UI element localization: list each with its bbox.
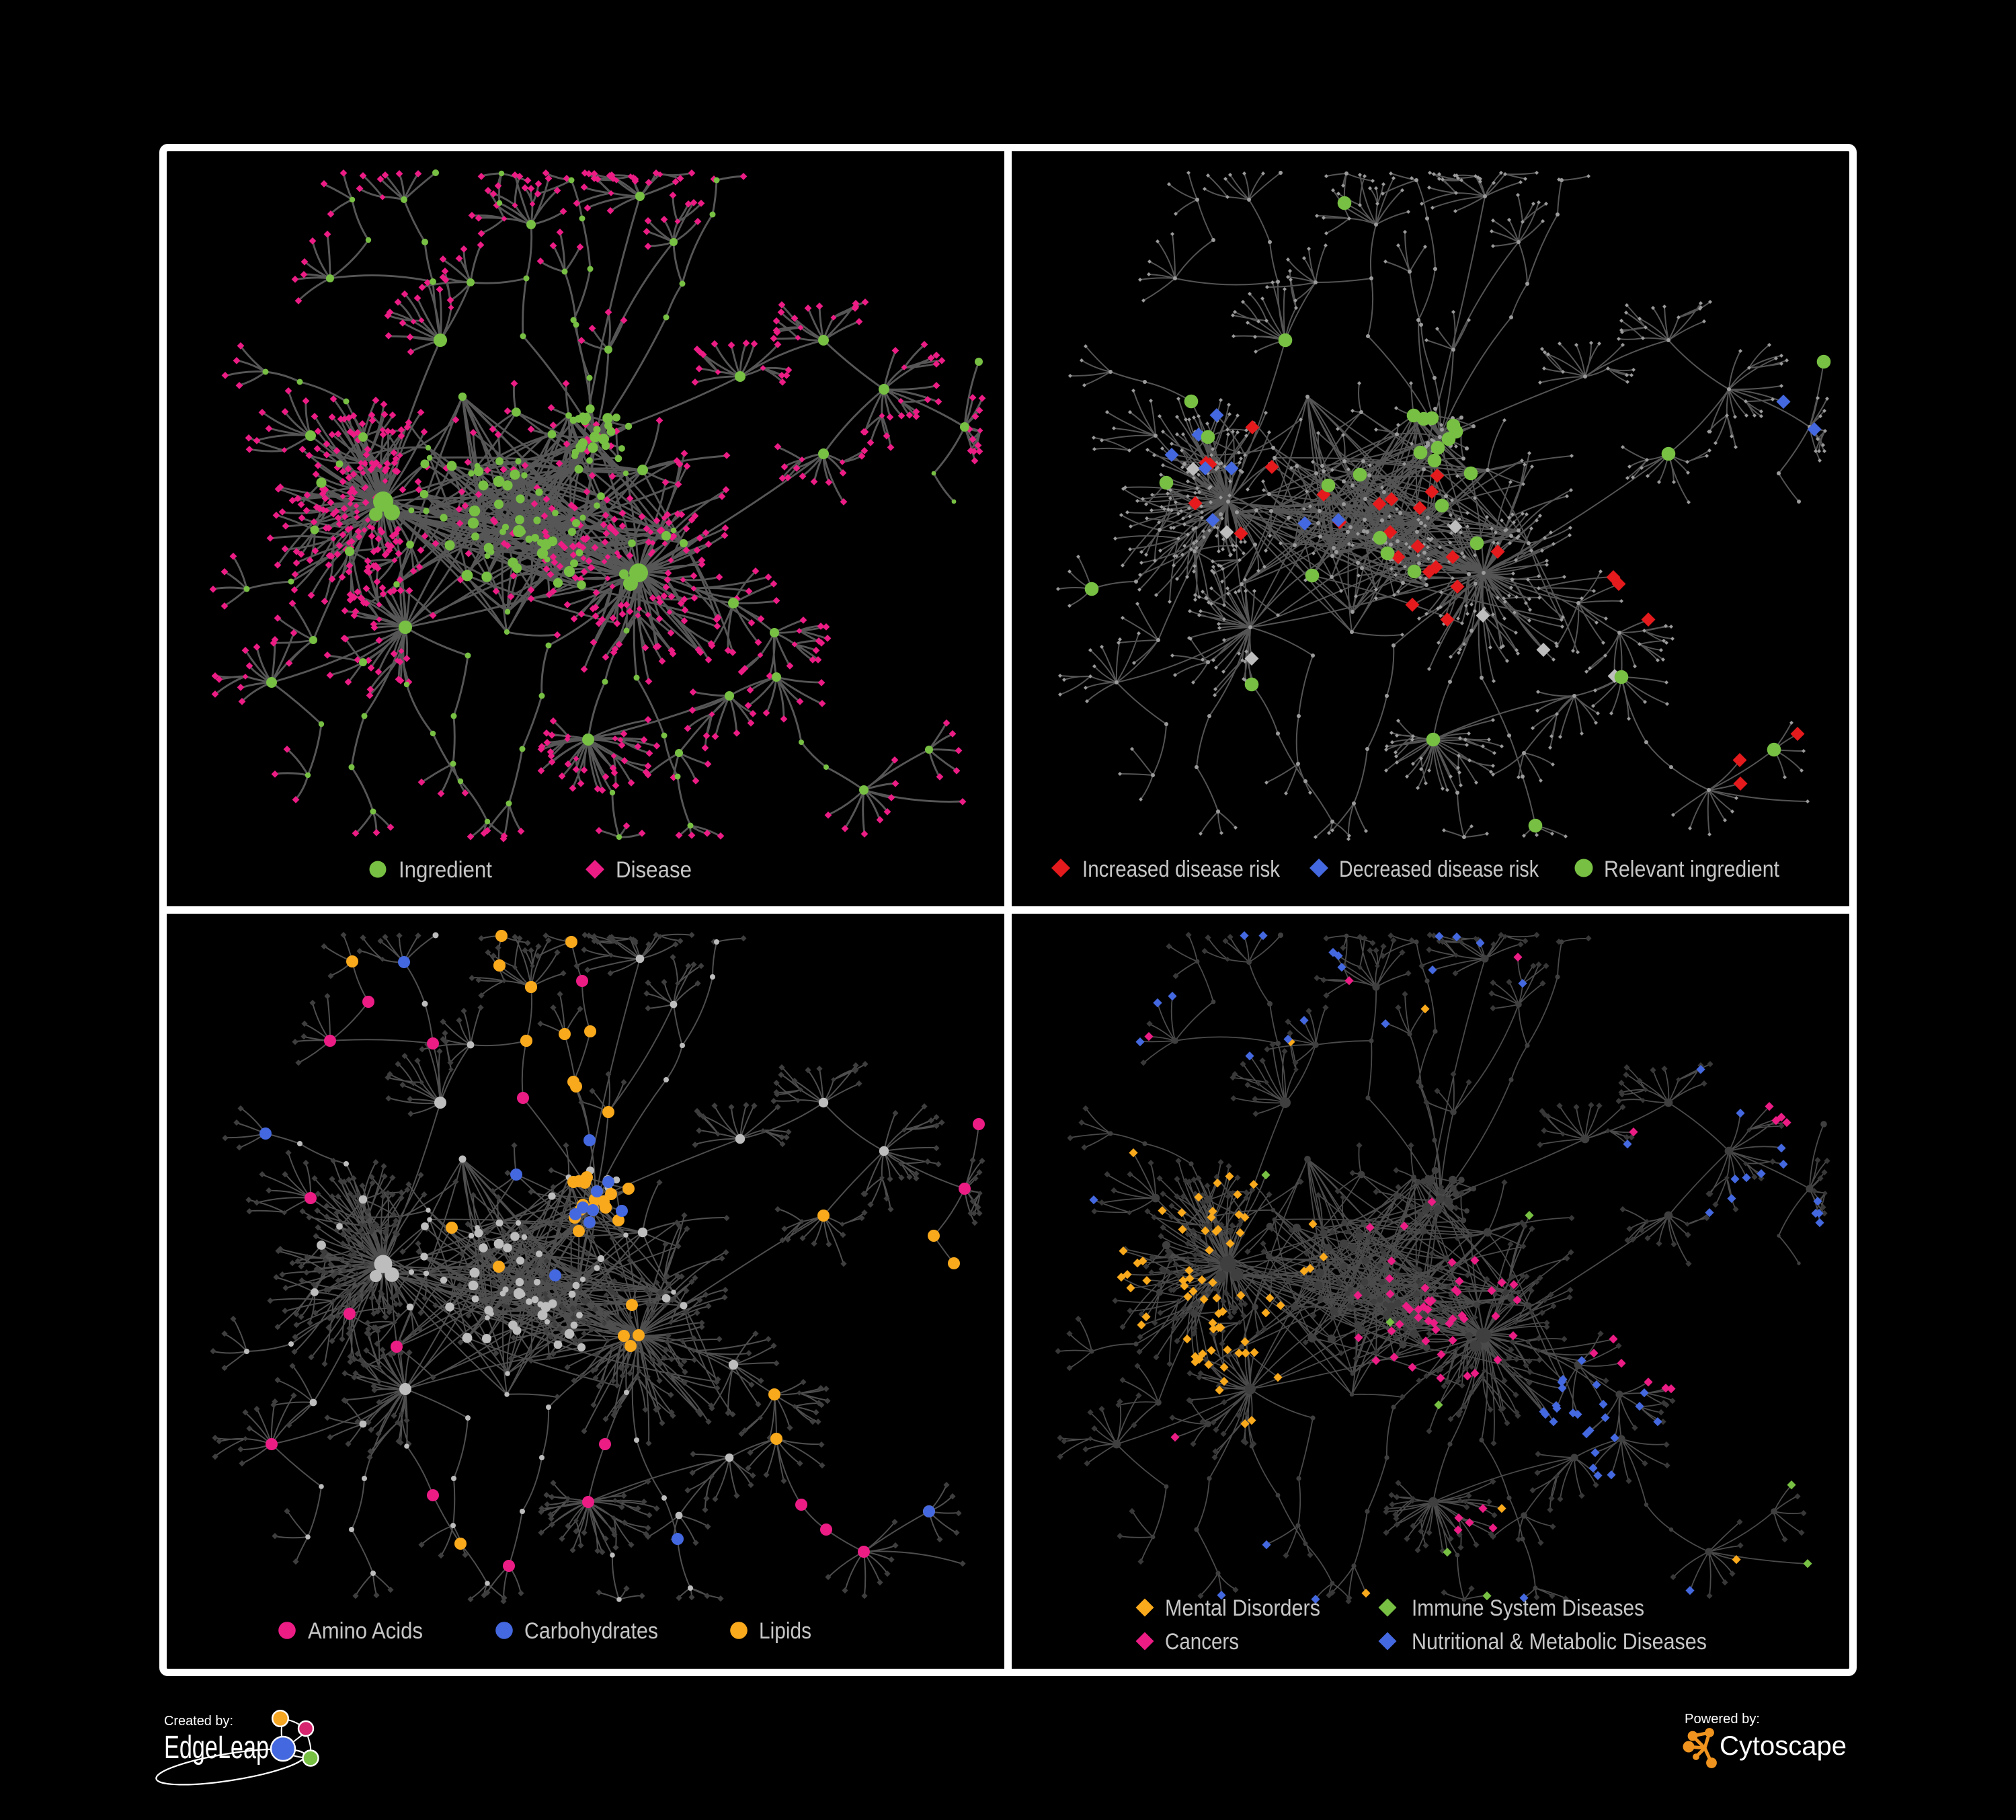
svg-text:Decreased disease risk: Decreased disease risk	[1339, 857, 1539, 882]
svg-text:Mental Disorders: Mental Disorders	[1165, 1595, 1320, 1621]
svg-text:Nutritional & Metabolic Diseas: Nutritional & Metabolic Diseases	[1412, 1629, 1707, 1655]
svg-text:Lipids: Lipids	[759, 1618, 811, 1644]
svg-text:Increased disease risk: Increased disease risk	[1082, 857, 1281, 882]
svg-text:EdgeLeap: EdgeLeap	[164, 1730, 269, 1766]
svg-text:Ingredient: Ingredient	[399, 857, 492, 883]
svg-text:Relevant ingredient: Relevant ingredient	[1604, 857, 1779, 882]
svg-text:Disease: Disease	[616, 857, 692, 883]
svg-text:Carbohydrates: Carbohydrates	[524, 1618, 658, 1644]
svg-text:Amino Acids: Amino Acids	[308, 1618, 423, 1644]
svg-text:Cancers: Cancers	[1165, 1629, 1239, 1655]
svg-text:Cytoscape: Cytoscape	[1720, 1731, 1847, 1761]
svg-text:Created by:: Created by:	[164, 1714, 233, 1729]
svg-text:Immune System Diseases: Immune System Diseases	[1412, 1595, 1644, 1621]
svg-text:Powered by:: Powered by:	[1685, 1712, 1760, 1727]
